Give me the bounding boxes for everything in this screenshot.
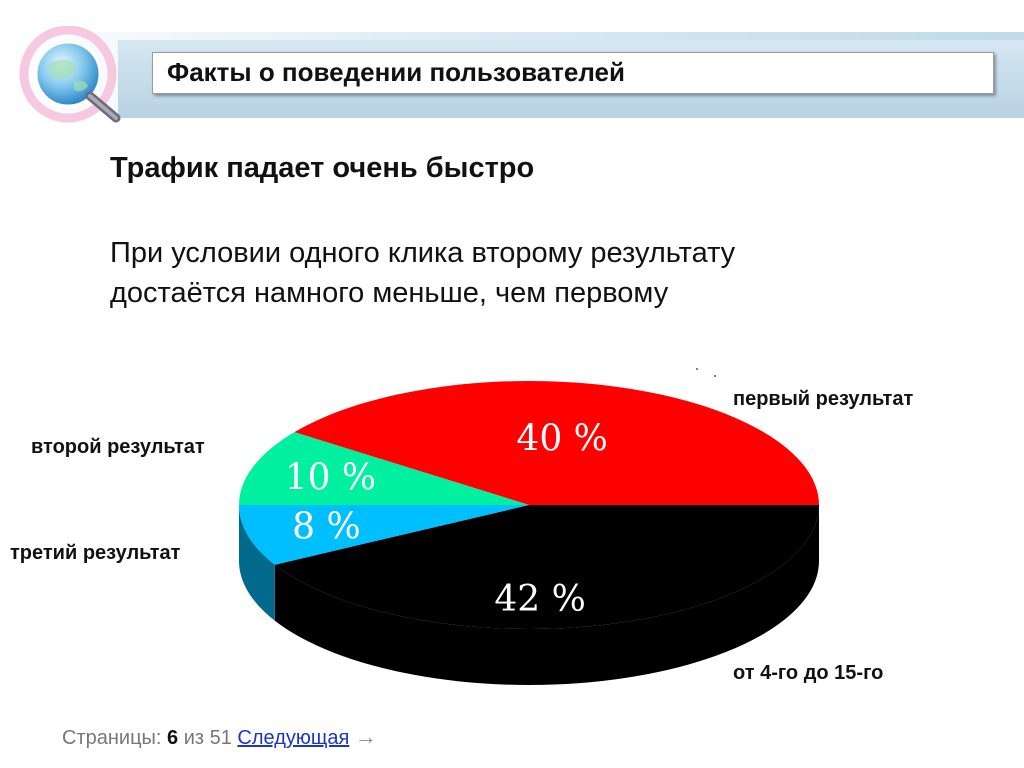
section-heading: Трафик падает очень быстро — [110, 152, 535, 184]
slice-value-label-2: 8 % — [292, 507, 361, 548]
title-box: Факты о поведении пользователей — [152, 52, 994, 94]
slice-value-label-0: 40 % — [516, 418, 607, 459]
slice-label-second: второй результат — [31, 436, 205, 458]
stray-dot — [714, 375, 716, 377]
slice-top-3 — [239, 432, 529, 505]
magnifier-globe-icon — [19, 26, 121, 123]
slice-value-label-3: 10 % — [285, 457, 376, 498]
description-line-1: При условии одного клика второму результ… — [110, 237, 736, 269]
pagination-total: из 51 — [183, 727, 232, 749]
slice-value-label-1: 42 % — [494, 579, 585, 620]
slice-label-third: третий результат — [10, 542, 181, 564]
slice-side-1 — [274, 505, 820, 685]
slice-side-2 — [239, 505, 275, 621]
slice-top-0 — [294, 381, 819, 505]
description-paragraph: При условии одного клика второму результ… — [110, 233, 910, 313]
page-title: Факты о поведении пользователей — [167, 57, 625, 87]
pagination: Страницы: 6 из 51 Следующая → — [62, 724, 377, 750]
description-line-2: достаётся намного меньше, чем первому — [110, 277, 669, 309]
stray-dot — [696, 368, 698, 370]
pagination-current: 6 — [167, 727, 179, 749]
next-arrow-icon[interactable]: → — [354, 724, 377, 749]
pagination-prefix: Страницы: — [62, 727, 162, 749]
slice-top-2 — [239, 505, 529, 565]
next-page-link[interactable]: Следующая — [237, 727, 350, 749]
slice-top-1 — [274, 505, 820, 630]
slice-label-4-to-15: от 4-го до 15-го — [733, 662, 884, 684]
slice-label-first: первый результат — [733, 388, 914, 410]
